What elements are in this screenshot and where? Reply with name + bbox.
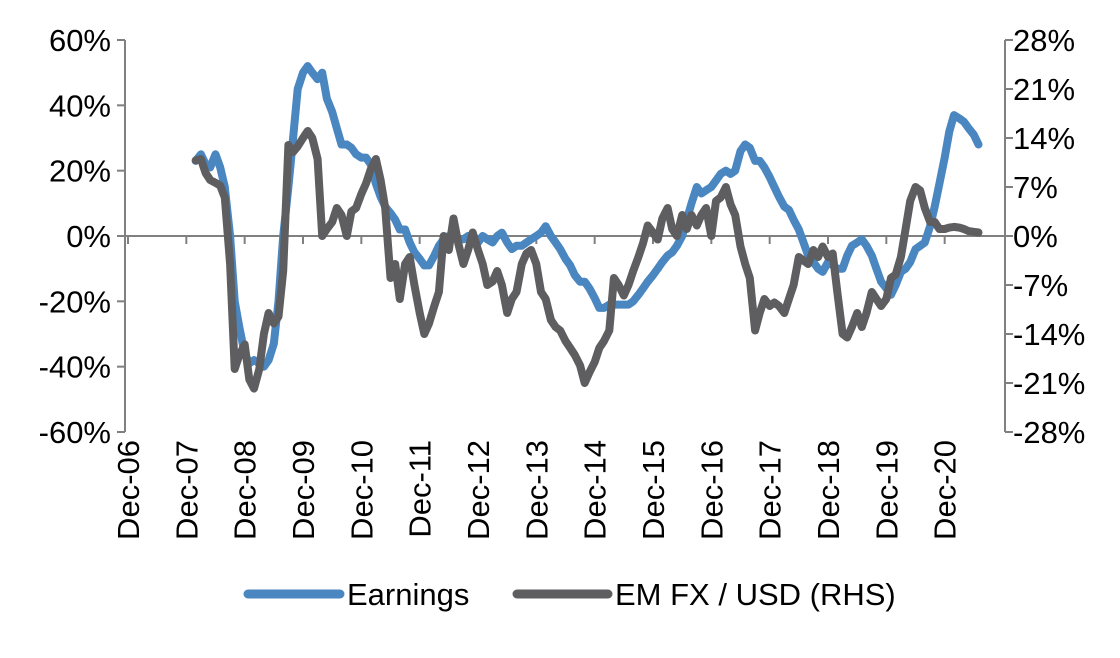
right-tick-label: -21% <box>1013 366 1085 401</box>
right-tick-label: 14% <box>1013 121 1075 156</box>
left-tick-label: 20% <box>49 154 111 189</box>
x-tick-label: Dec-19 <box>869 440 904 540</box>
series-lines <box>191 62 983 393</box>
left-tick-label: -40% <box>39 350 111 385</box>
x-tick-label: Dec-18 <box>811 440 846 540</box>
legend-label-emfx: EM FX / USD (RHS) <box>615 577 896 612</box>
x-tick-label: Dec-09 <box>286 440 321 540</box>
legend: Earnings EM FX / USD (RHS) <box>243 577 896 612</box>
legend-label-earnings: Earnings <box>347 577 469 612</box>
x-tick-label: Dec-13 <box>519 440 554 540</box>
right-tick-marks <box>1005 39 1013 433</box>
right-tick-label: 7% <box>1013 170 1058 205</box>
x-tick-label: Dec-20 <box>928 440 963 540</box>
right-tick-label: 0% <box>1013 219 1058 254</box>
right-tick-label: -28% <box>1013 415 1085 450</box>
left-tick-label: 40% <box>49 88 111 123</box>
earnings-series-line <box>191 62 983 371</box>
x-tick-labels: Dec-06 Dec-07 Dec-08 Dec-09 Dec-10 Dec-11 Dec-… <box>111 440 963 540</box>
x-tick-label: Dec-14 <box>578 440 613 540</box>
emfx-series-line <box>191 127 983 393</box>
right-tick-label: 28% <box>1013 23 1075 58</box>
right-tick-labels: 28% 21% 14% 7% 0% -7% -14% -21% -28% <box>1013 23 1085 450</box>
x-tick-label: Dec-16 <box>694 440 729 540</box>
left-tick-labels: 60% 40% 20% 0% -20% -40% -60% <box>39 23 111 450</box>
x-tick-label: Dec-17 <box>753 440 788 540</box>
x-tick-label: Dec-08 <box>228 440 263 540</box>
x-tick-label: Dec-07 <box>169 440 204 540</box>
left-tick-label: -60% <box>39 415 111 450</box>
left-tick-label: 0% <box>66 219 111 254</box>
x-tick-label: Dec-10 <box>344 440 379 540</box>
x-tick-label: Dec-06 <box>111 440 146 540</box>
right-tick-label: -7% <box>1013 268 1068 303</box>
right-tick-label: -14% <box>1013 317 1085 352</box>
x-tick-label: Dec-12 <box>461 440 496 540</box>
left-tick-marks <box>117 39 125 433</box>
x-tick-label: Dec-11 <box>403 440 438 538</box>
left-tick-label: 60% <box>49 23 111 58</box>
left-tick-label: -20% <box>39 284 111 319</box>
right-tick-label: 21% <box>1013 72 1075 107</box>
x-tick-label: Dec-15 <box>636 440 671 540</box>
